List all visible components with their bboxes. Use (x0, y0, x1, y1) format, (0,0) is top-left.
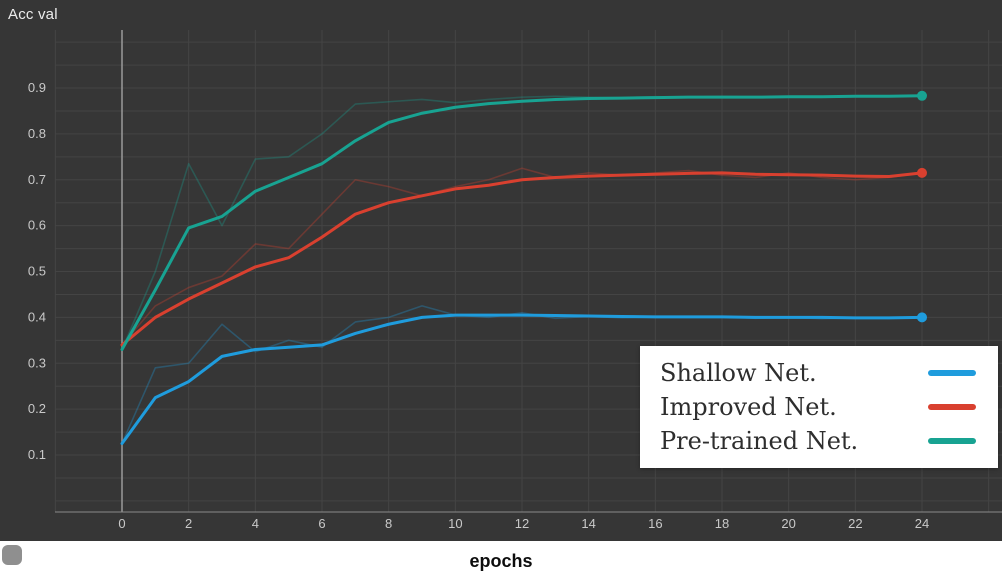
x-tick-label: 6 (318, 516, 325, 531)
end-dot-pre-trained-net (917, 90, 927, 101)
y-tick-label: 0.2 (28, 401, 46, 416)
legend-label: Pre-trained Net. (660, 427, 859, 455)
x-tick-label: 12 (515, 516, 529, 531)
x-tick-label: 4 (252, 516, 259, 531)
legend-swatch-pretrained-net (928, 438, 976, 444)
y-tick-label: 0.9 (28, 80, 46, 95)
end-dot-shallow-net (917, 312, 927, 323)
end-dot-improved-net (917, 167, 927, 178)
legend-label: Shallow Net. (660, 359, 817, 387)
legend-item-pretrained-net[interactable]: Pre-trained Net. (660, 424, 976, 458)
chart-title: Acc val (8, 6, 58, 23)
x-tick-label: 18 (715, 516, 729, 531)
legend-item-shallow-net[interactable]: Shallow Net. (660, 356, 976, 390)
bottom-bar: epochs (0, 541, 1002, 581)
legend-label: Improved Net. (660, 393, 837, 421)
legend-swatch-improved-net (928, 404, 976, 410)
corner-button[interactable] (2, 545, 22, 565)
y-tick-label: 0.4 (28, 309, 46, 324)
x-tick-label: 8 (385, 516, 392, 531)
legend-swatch-shallow-net (928, 370, 976, 376)
series-raw-line-improved-net (121, 167, 923, 346)
x-axis-label: epochs (469, 550, 533, 571)
x-tick-label: 16 (648, 516, 662, 531)
series-line-shallow-net (120, 313, 924, 446)
x-tick-label: 0 (118, 516, 125, 531)
x-tick-label: 14 (581, 516, 595, 531)
series-line-improved-net (120, 171, 924, 347)
y-tick-label: 0.7 (28, 172, 46, 187)
y-tick-label: 0.5 (28, 264, 46, 279)
x-tick-label: 24 (915, 516, 929, 531)
x-tick-label: 2 (185, 516, 192, 531)
accuracy-chart[interactable]: 0.10.20.30.40.50.60.70.80.90 2 4 6 8 10 12 14 16… (0, 0, 1002, 541)
x-tick-label: 10 (448, 516, 462, 531)
legend: Shallow Net. Improved Net. Pre-trained N… (640, 346, 998, 468)
y-tick-label: 0.6 (28, 218, 46, 233)
x-tick-label: 20 (781, 516, 795, 531)
y-tick-label: 0.3 (28, 355, 46, 370)
y-tick-label: 0.1 (28, 447, 46, 462)
series-line-pre-trained-net (120, 94, 924, 351)
x-tick-label: 22 (848, 516, 862, 531)
legend-item-improved-net[interactable]: Improved Net. (660, 390, 976, 424)
y-tick-label: 0.8 (28, 126, 46, 141)
